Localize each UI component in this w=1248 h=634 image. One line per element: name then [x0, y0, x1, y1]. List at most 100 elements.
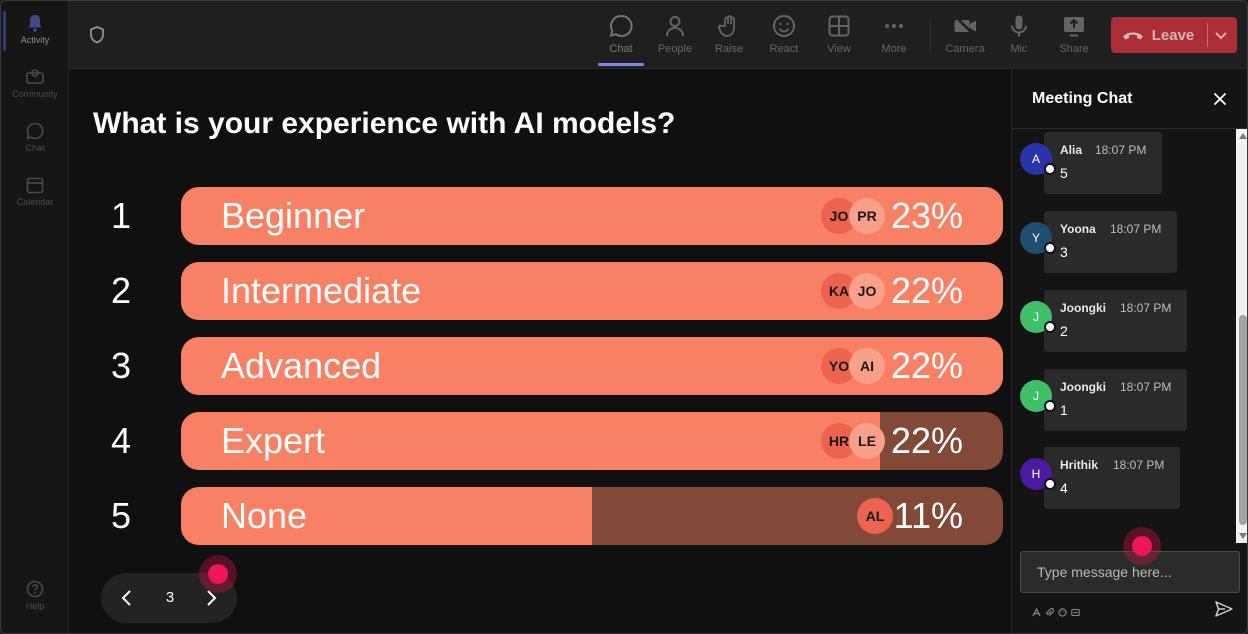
message-bubble: Yoona 18:07 PM 3 — [1044, 211, 1177, 273]
mic-button[interactable]: Mic — [993, 11, 1045, 63]
close-icon[interactable] — [1212, 91, 1228, 107]
message-time: 18:07 PM — [1120, 301, 1172, 315]
sender-name: Yoona — [1060, 222, 1096, 236]
option-percent: 22% — [890, 270, 963, 311]
chevron-down-icon[interactable] — [1213, 27, 1229, 43]
poll-option: 3 Advanced YO AI 22% — [69, 337, 1011, 395]
rail-item-community[interactable]: Community — [1, 57, 69, 111]
chat-message: Joongki 18:07 PM 2 J — [1012, 290, 1236, 354]
presence-status — [1044, 478, 1056, 490]
toolbar-divider — [930, 19, 931, 53]
leave-divider — [1207, 23, 1208, 47]
more-button-label: More — [881, 43, 907, 55]
chat-title: Meeting Chat — [1032, 90, 1133, 107]
rail-item-chat[interactable]: Chat — [1, 111, 69, 165]
scroll-thumb[interactable] — [1239, 315, 1247, 525]
camera-button[interactable]: Camera — [939, 11, 991, 63]
avatar: Y — [1020, 222, 1052, 254]
scroll-down-arrow[interactable] — [1239, 533, 1247, 539]
leave-button[interactable]: Leave — [1111, 17, 1237, 53]
option-number: 4 — [110, 420, 132, 461]
chevron-right-icon[interactable] — [199, 586, 223, 610]
react-button-label: React — [769, 43, 799, 55]
grid-icon — [828, 15, 850, 37]
raise-hand-button[interactable]: Raise — [703, 11, 755, 63]
rail-item-label: Activity — [20, 35, 50, 45]
hang-up-icon — [1122, 32, 1143, 40]
message-time: 18:07 PM — [1113, 458, 1165, 472]
leave-label: Leave — [1151, 26, 1195, 44]
option-number: 3 — [110, 345, 132, 386]
shield-icon[interactable] — [87, 25, 107, 45]
format-toolbar — [1032, 604, 1080, 617]
poll-option: 2 Intermediate KA JO 22% — [69, 262, 1011, 320]
rail-item-calendar[interactable]: Calendar — [1, 165, 69, 219]
more-button[interactable]: More — [868, 11, 920, 63]
chat-button[interactable]: Chat — [595, 11, 647, 63]
chat-message-list[interactable]: Alia 18:07 PM 5 A Yoona 18:07 PM 3 Y Joongki 18:0… — [1012, 129, 1236, 543]
message-time: 18:07 PM — [1095, 143, 1147, 157]
people-button[interactable]: People — [649, 11, 701, 63]
option-percent: 22% — [890, 345, 963, 386]
chat-icon — [26, 122, 44, 140]
attach-icon[interactable] — [1045, 604, 1055, 616]
option-percent: 11% — [893, 495, 963, 536]
chevron-left-icon[interactable] — [115, 586, 139, 610]
gif-icon[interactable] — [1071, 604, 1080, 617]
chat-message: Hrithik 18:07 PM 4 H — [1012, 447, 1236, 511]
presence-status — [1044, 321, 1056, 333]
option-percent: 22% — [890, 420, 963, 461]
option-bar: Expert HR LE 22% — [181, 412, 1003, 470]
bell-icon — [28, 15, 42, 32]
format-icon[interactable] — [1032, 604, 1041, 617]
app-rail: Activity Community Chat Calendar Help — [1, 1, 69, 633]
rail-item-label: Community — [12, 89, 58, 99]
message-text: 2 — [1060, 323, 1068, 339]
cursor-indicator — [1123, 527, 1161, 565]
rail-item-activity[interactable]: Activity — [1, 3, 69, 57]
react-button[interactable]: React — [758, 11, 810, 63]
message-time: 18:07 PM — [1120, 380, 1172, 394]
option-number: 1 — [110, 195, 132, 236]
chat-scrollbar[interactable] — [1236, 129, 1247, 543]
message-bubble: Joongki 18:07 PM 1 — [1044, 369, 1187, 431]
option-bar: None AL 11% — [181, 487, 1003, 545]
option-percent: 23% — [890, 195, 963, 236]
share-screen-icon — [1064, 17, 1084, 37]
voter-avatar: PR — [849, 198, 885, 234]
mic-button-label: Mic — [1010, 43, 1028, 55]
scroll-up-arrow[interactable] — [1239, 133, 1247, 139]
rail-item-label: Calendar — [16, 197, 54, 207]
share-button[interactable]: Share — [1048, 11, 1100, 63]
mic-icon — [1011, 15, 1027, 37]
option-label: Expert — [221, 420, 326, 461]
option-number: 2 — [110, 270, 132, 311]
rail-item-label: Help — [25, 601, 45, 611]
camera-button-label: Camera — [945, 43, 985, 55]
hand-icon — [718, 15, 735, 37]
person-icon — [666, 16, 684, 37]
voter-avatar: JO — [849, 273, 885, 309]
poll-results: What is your experience with AI models? … — [69, 69, 1011, 633]
option-label: None — [221, 495, 308, 536]
smiley-icon — [773, 15, 795, 37]
help-icon — [26, 580, 44, 598]
message-text: 1 — [1060, 402, 1068, 418]
send-icon[interactable] — [1214, 599, 1234, 619]
view-button-label: View — [827, 43, 851, 55]
view-button[interactable]: View — [813, 11, 865, 63]
sender-name: Alia — [1060, 143, 1083, 157]
emoji-icon[interactable] — [1058, 604, 1067, 617]
poll-question: What is your experience with AI models? — [93, 107, 676, 140]
chat-message: Alia 18:07 PM 5 A — [1012, 132, 1236, 196]
calendar-icon — [26, 177, 44, 194]
message-time: 18:07 PM — [1110, 222, 1162, 236]
rail-item-help[interactable]: Help — [1, 569, 69, 623]
page-number: 3 — [165, 589, 175, 606]
option-number: 5 — [110, 495, 132, 536]
leave-main[interactable]: Leave — [1111, 17, 1205, 53]
chat-message-input[interactable] — [1020, 551, 1240, 593]
cursor-indicator — [199, 555, 237, 593]
option-bar-fill — [181, 412, 880, 470]
